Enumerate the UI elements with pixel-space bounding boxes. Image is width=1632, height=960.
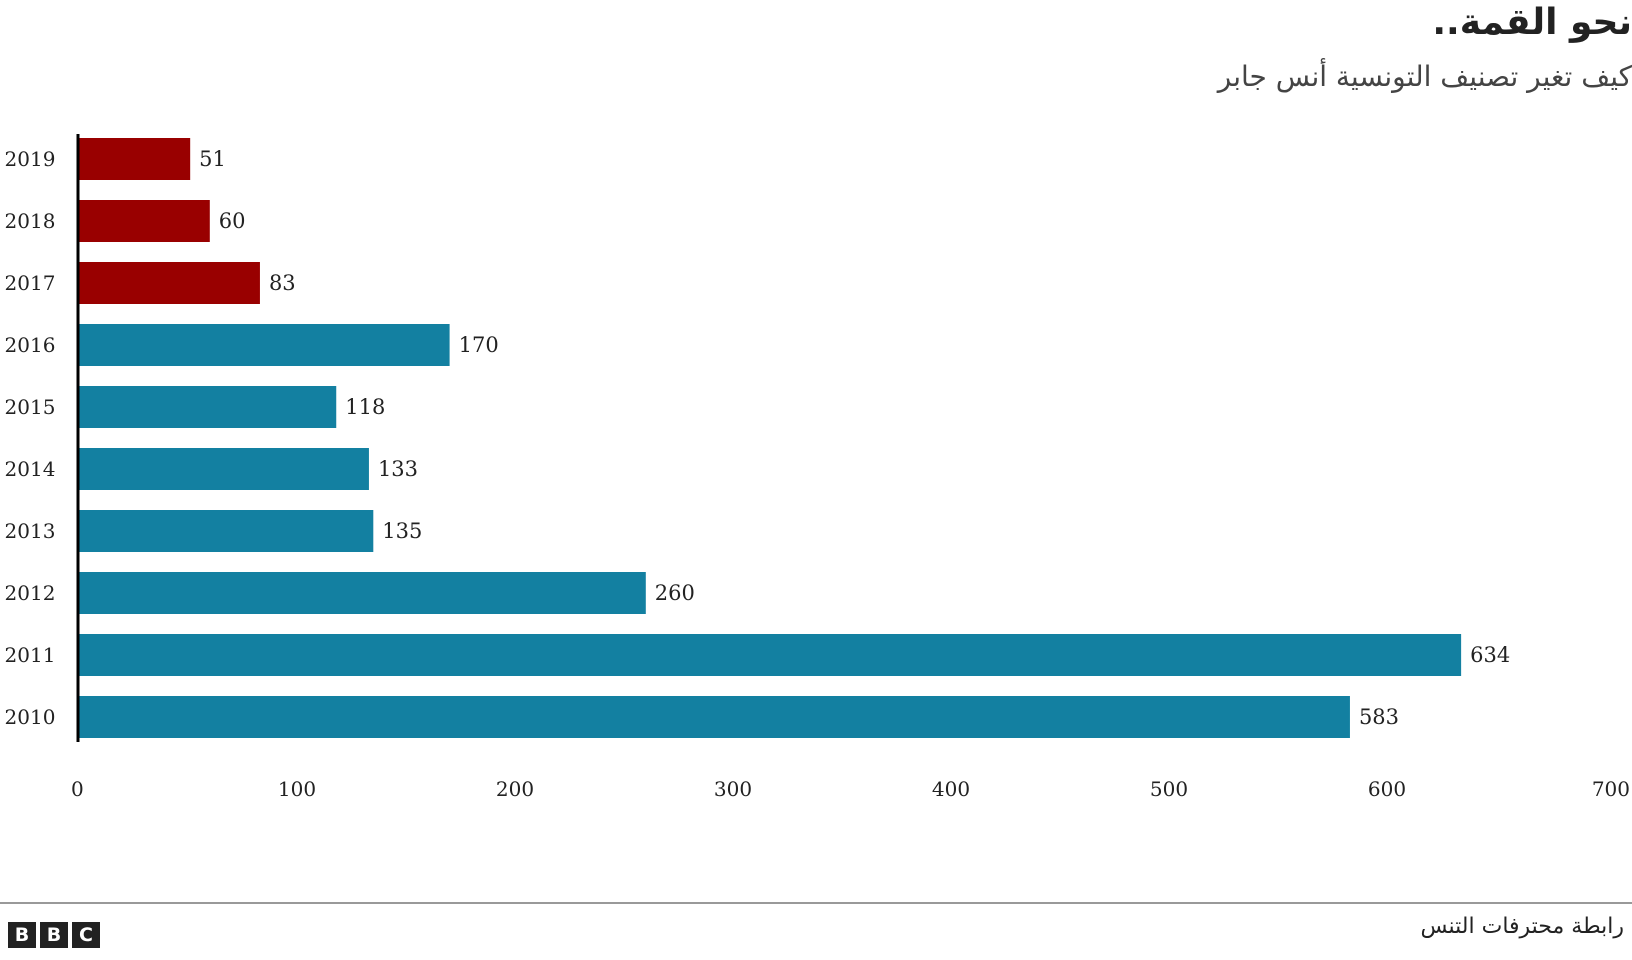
- data-label-2011: 634: [1470, 643, 1510, 667]
- data-label-2018: 60: [219, 209, 246, 233]
- category-label-2011: 2011: [5, 643, 56, 667]
- category-label-2015: 2015: [5, 395, 56, 419]
- x-tick-label: 100: [278, 777, 316, 801]
- category-label-2012: 2012: [5, 581, 56, 605]
- chart-subtitle: كيف تغير تصنيف التونسية أنس جابر: [1217, 60, 1632, 93]
- data-label-2013: 135: [382, 519, 422, 543]
- x-tick-label: 700: [1592, 777, 1630, 801]
- bar-chart: 2019 2018 2017 2016 2015 2014 2013 2012 2011 2010…: [5, 134, 1630, 801]
- data-label-2010: 583: [1359, 705, 1399, 729]
- x-tick-label: 300: [714, 777, 752, 801]
- data-label-2017: 83: [269, 271, 296, 295]
- category-label-2018: 2018: [5, 209, 56, 233]
- chart-title: نحو القمة..: [1432, 2, 1632, 43]
- x-tick-label: 600: [1368, 777, 1406, 801]
- category-labels: 2019 2018 2017 2016 2015 2014 2013 2012 2011 2010: [5, 147, 56, 729]
- bar-2019: [79, 138, 191, 180]
- category-label-2010: 2010: [5, 705, 56, 729]
- data-label-2012: 260: [655, 581, 695, 605]
- bar-2010: [79, 696, 1350, 738]
- bbc-logo: B B C: [8, 922, 100, 948]
- data-label-2014: 133: [378, 457, 418, 481]
- footer-divider: [0, 902, 1632, 904]
- x-tick-label: 0: [71, 777, 84, 801]
- x-axis-ticks: 0 100 200 300 400 500 600 700: [71, 777, 1630, 801]
- bar-2014: [79, 448, 369, 490]
- data-labels: 51 60 83 170 118 133 135 260 634 583: [199, 147, 1510, 729]
- bar-2018: [79, 200, 210, 242]
- bbc-logo-letter: B: [8, 922, 36, 948]
- category-label-2013: 2013: [5, 519, 56, 543]
- bar-2013: [79, 510, 374, 552]
- x-tick-label: 200: [496, 777, 534, 801]
- category-label-2019: 2019: [5, 147, 56, 171]
- data-label-2019: 51: [199, 147, 226, 171]
- bar-2016: [79, 324, 450, 366]
- x-tick-label: 500: [1150, 777, 1188, 801]
- bars-layer: [79, 138, 1462, 738]
- category-label-2017: 2017: [5, 271, 56, 295]
- bbc-logo-letter: B: [40, 922, 68, 948]
- bar-2011: [79, 634, 1462, 676]
- bar-2017: [79, 262, 260, 304]
- data-label-2015: 118: [345, 395, 385, 419]
- category-label-2016: 2016: [5, 333, 56, 357]
- bbc-logo-letter: C: [72, 922, 100, 948]
- bar-2015: [79, 386, 337, 428]
- data-label-2016: 170: [459, 333, 499, 357]
- bar-2012: [79, 572, 646, 614]
- source-credit: رابطة محترفات التنس: [1420, 914, 1624, 939]
- x-tick-label: 400: [932, 777, 970, 801]
- category-label-2014: 2014: [5, 457, 56, 481]
